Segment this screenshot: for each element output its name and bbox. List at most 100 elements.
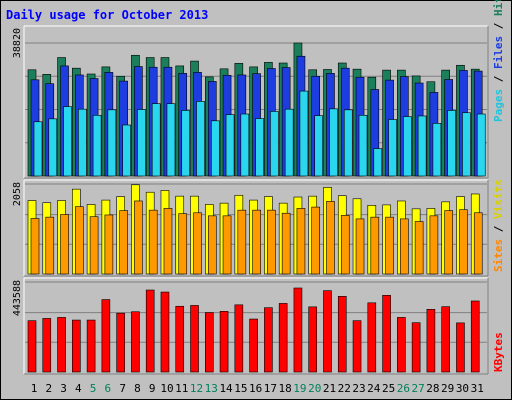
bar-pages-day-15 xyxy=(240,113,250,177)
bar-kbytes-day-20 xyxy=(308,306,318,373)
bar-kbytes-day-5 xyxy=(86,319,96,373)
bar-pages-day-3 xyxy=(63,106,72,177)
bar-sites-day-17 xyxy=(267,209,276,275)
bar-kbytes-day-6 xyxy=(101,299,111,373)
x-tick-label: 27 xyxy=(412,382,425,395)
bar-sites-day-11 xyxy=(178,213,188,275)
bar-sites-day-31 xyxy=(473,212,483,275)
chart-title: Daily usage for October 2013 xyxy=(6,8,208,22)
bar-kbytes-day-22 xyxy=(337,296,347,373)
bar-sites-day-3 xyxy=(60,214,69,275)
bar-sites-day-2 xyxy=(45,216,55,275)
x-tick-label: 7 xyxy=(119,382,126,395)
bar-kbytes-day-26 xyxy=(397,317,406,373)
bar-sites-day-28 xyxy=(429,215,439,275)
bar-pages-day-9 xyxy=(151,103,161,177)
bar-kbytes-day-21 xyxy=(323,290,332,373)
x-tick-label: 14 xyxy=(219,382,233,395)
bar-pages-day-26 xyxy=(403,116,412,177)
label-kbytes: KBytes xyxy=(492,332,505,372)
bar-sites-day-29 xyxy=(444,210,453,275)
bar-sites-day-21 xyxy=(326,201,335,275)
x-tick-label: 20 xyxy=(308,382,321,395)
x-tick-label: 17 xyxy=(264,382,277,395)
bar-pages-day-11 xyxy=(181,110,191,177)
x-tick-label: 8 xyxy=(134,382,141,395)
y-tick-label: 2058 xyxy=(12,182,23,206)
x-tick-label: 2 xyxy=(45,382,52,395)
panel-traffic: 38820 Pages / Files / Hits xyxy=(12,0,505,179)
bar-kbytes-day-28 xyxy=(426,309,436,373)
x-tick-label: 21 xyxy=(323,382,336,395)
bar-kbytes-day-18 xyxy=(278,303,288,373)
bar-sites-day-26 xyxy=(400,218,409,275)
x-tick-label: 25 xyxy=(382,382,395,395)
bar-sites-day-14 xyxy=(222,215,232,275)
label-separator: / xyxy=(492,69,505,89)
label-pages: Pages xyxy=(492,89,505,122)
bar-kbytes-day-27 xyxy=(411,322,421,373)
bar-sites-day-23 xyxy=(355,218,365,275)
bar-sites-day-6 xyxy=(104,214,114,275)
bar-pages-day-10 xyxy=(166,103,176,177)
bar-kbytes-day-14 xyxy=(219,311,229,373)
bar-sites-day-16 xyxy=(252,209,261,275)
x-tick-label: 4 xyxy=(75,382,82,395)
bar-sites-day-22 xyxy=(340,215,350,275)
bar-sites-day-10 xyxy=(163,208,173,275)
x-tick-label: 18 xyxy=(279,382,292,395)
label-separator: / xyxy=(492,16,505,36)
bar-kbytes-day-31 xyxy=(470,300,480,373)
x-tick-label: 5 xyxy=(90,382,97,395)
bar-sites-day-7 xyxy=(119,210,128,275)
bar-pages-day-23 xyxy=(358,115,368,177)
bar-pages-day-8 xyxy=(137,109,146,177)
bar-sites-day-24 xyxy=(370,216,380,275)
x-tick-label: 1 xyxy=(31,382,38,395)
x-tick-label: 12 xyxy=(190,382,203,395)
bar-sites-day-4 xyxy=(75,206,84,275)
bar-kbytes-day-11 xyxy=(175,305,185,373)
bar-kbytes-day-4 xyxy=(72,319,81,373)
bar-kbytes-day-10 xyxy=(160,291,170,373)
bar-kbytes-day-25 xyxy=(382,295,391,373)
bar-pages-day-5 xyxy=(92,115,102,177)
bar-sites-day-5 xyxy=(89,216,99,275)
bar-sites-day-15 xyxy=(237,209,247,275)
label-files: Files xyxy=(492,36,505,69)
x-tick-label: 3 xyxy=(60,382,67,395)
x-tick-label: 28 xyxy=(426,382,439,395)
bar-kbytes-day-23 xyxy=(352,320,362,373)
bar-kbytes-day-24 xyxy=(367,302,377,373)
label-separator: / xyxy=(492,219,505,239)
panel-traffic-axis-label: Pages / Files / Hits xyxy=(492,0,505,122)
bar-kbytes-day-15 xyxy=(234,304,244,373)
x-tick-label: 16 xyxy=(249,382,262,395)
y-tick-label: 443588 xyxy=(12,280,23,316)
bar-sites-day-27 xyxy=(414,221,424,275)
bar-pages-day-19 xyxy=(299,90,309,177)
x-tick-label: 11 xyxy=(175,382,188,395)
bar-kbytes-day-3 xyxy=(57,317,66,373)
x-tick-label: 9 xyxy=(149,382,156,395)
bar-sites-day-25 xyxy=(385,216,394,275)
bar-sites-day-30 xyxy=(459,209,468,275)
bar-pages-day-27 xyxy=(417,115,427,177)
bar-sites-day-20 xyxy=(311,206,321,275)
x-tick-label: 15 xyxy=(234,382,247,395)
bar-pages-day-20 xyxy=(314,115,324,177)
x-tick-label: 30 xyxy=(456,382,469,395)
bar-kbytes-day-13 xyxy=(204,312,214,373)
bar-sites-day-8 xyxy=(134,200,143,275)
bar-pages-day-31 xyxy=(476,113,486,177)
bar-sites-day-13 xyxy=(207,215,217,275)
bar-kbytes-day-17 xyxy=(264,307,273,373)
x-tick-label: 22 xyxy=(338,382,351,395)
bar-kbytes-day-16 xyxy=(249,318,258,373)
bar-pages-day-4 xyxy=(78,108,87,177)
bar-pages-day-6 xyxy=(107,109,117,177)
series-sites xyxy=(30,200,483,275)
bar-pages-day-14 xyxy=(225,114,235,177)
bar-sites-day-12 xyxy=(193,212,202,275)
